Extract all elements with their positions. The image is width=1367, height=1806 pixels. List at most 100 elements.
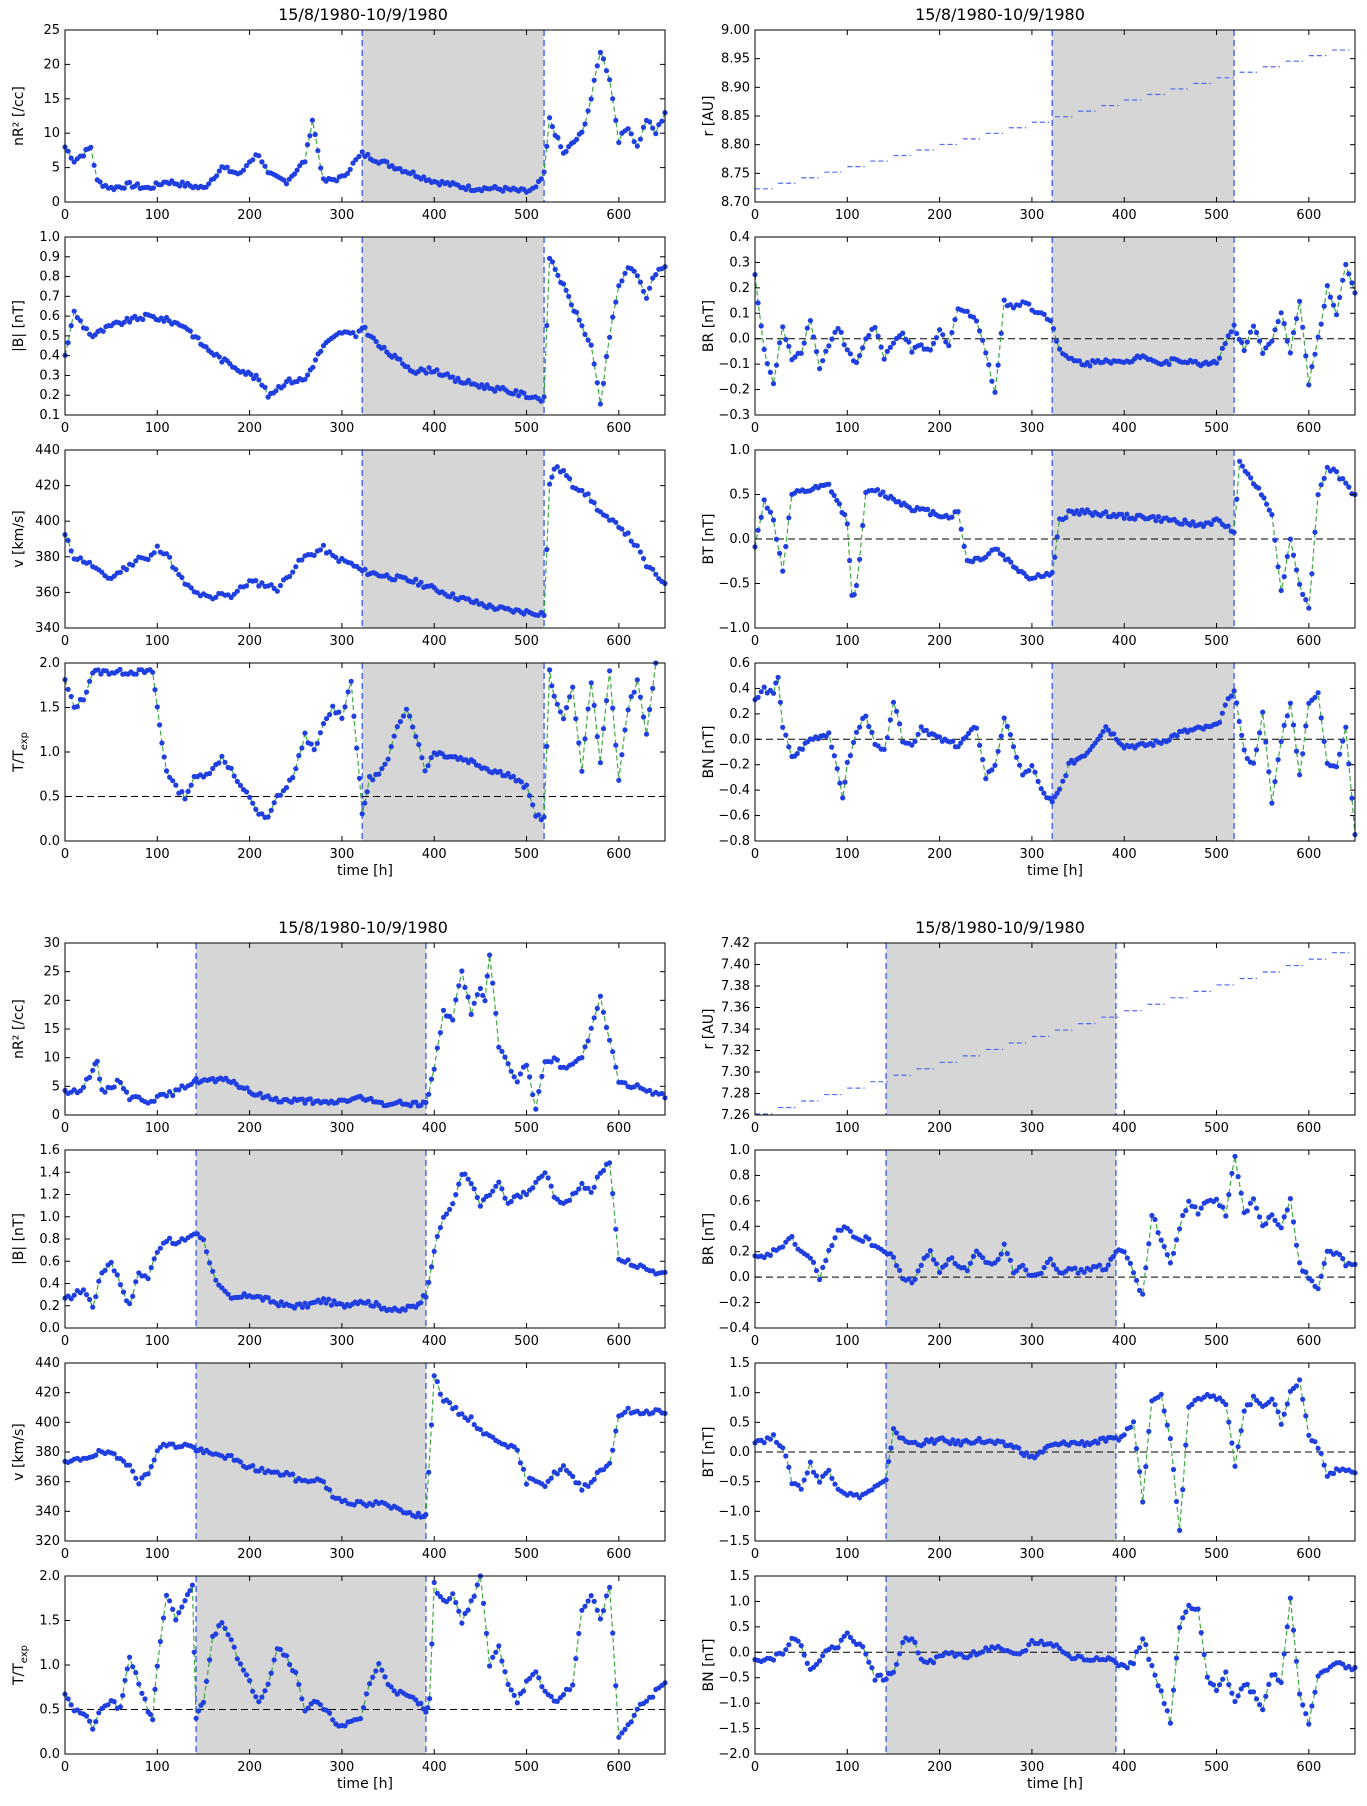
data-point (591, 361, 597, 367)
data-point (826, 481, 832, 487)
data-point (97, 179, 103, 185)
y-tick-label: 10 (43, 126, 60, 141)
data-point (940, 332, 946, 338)
data-point (582, 1044, 588, 1050)
data-point (1250, 760, 1257, 766)
data-point (817, 1276, 823, 1283)
y-tick-label: 1.0 (39, 1210, 60, 1225)
data-point (1047, 318, 1053, 324)
data-point (653, 131, 659, 137)
data-point (637, 279, 644, 285)
y-tick-label: 20 (43, 993, 60, 1008)
data-point (468, 1414, 474, 1420)
panel-t_BR: −0.3−0.2−0.10.00.10.20.30.40 100 200 300 400… (701, 230, 1358, 436)
data-point (419, 755, 425, 761)
data-point (547, 255, 553, 261)
data-point (312, 131, 318, 138)
data-point (1293, 1383, 1300, 1389)
data-point (120, 1692, 126, 1699)
y-tick-label: 15 (43, 92, 60, 107)
data-point (268, 807, 274, 813)
data-point (783, 1453, 789, 1459)
data-point (1297, 1260, 1303, 1266)
data-point (857, 556, 863, 562)
y-tick-label: 1.6 (39, 1143, 60, 1158)
data-point (213, 1631, 219, 1637)
axes-frame (754, 1149, 1356, 1329)
shaded-interval (196, 943, 426, 1115)
data-point (817, 366, 823, 372)
data-point (426, 1469, 432, 1475)
data-point (216, 168, 222, 174)
data-point (834, 766, 840, 772)
data-point (151, 1256, 157, 1262)
data-point (1297, 1377, 1303, 1383)
data-point (838, 1227, 844, 1233)
data-point (613, 1428, 619, 1434)
data-point (983, 554, 989, 560)
data-point (1013, 1268, 1020, 1274)
x-tick-label: 200 (237, 634, 262, 649)
data-point (780, 1651, 786, 1657)
y-tick-label: 0.9 (39, 250, 60, 265)
y-tick-label: 0.5 (729, 488, 750, 503)
data-point (225, 1291, 231, 1297)
data-point (1173, 1498, 1180, 1505)
data-point (1312, 529, 1318, 535)
shaded-interval (886, 943, 1116, 1115)
data-point (869, 1665, 875, 1671)
y-tick-label: 0.0 (39, 834, 60, 849)
data-point (764, 361, 770, 367)
data-point (1234, 331, 1240, 337)
data-point (203, 1678, 210, 1684)
x-tick-label: 200 (237, 208, 262, 223)
data-point (80, 697, 87, 703)
y-tick-label: 0.7 (39, 289, 60, 304)
data-point (1315, 1286, 1321, 1292)
data-point (1023, 1647, 1029, 1654)
data-point (1223, 1401, 1229, 1408)
data-point (184, 1592, 191, 1598)
x-tick-label: 100 (835, 421, 860, 436)
x-tick-label: 300 (330, 1121, 355, 1136)
data-point (1287, 1595, 1293, 1601)
data-point (1158, 1688, 1164, 1694)
y-tick-label: 340 (35, 621, 60, 636)
data-point (163, 1093, 170, 1099)
data-point (429, 1641, 435, 1647)
data-point (465, 1176, 471, 1182)
data-point (362, 324, 368, 330)
x-tick-label: 300 (330, 421, 355, 436)
data-point (490, 1434, 496, 1440)
y-tick-label: 0.6 (39, 309, 60, 324)
data-point (607, 1037, 613, 1043)
data-point (1150, 513, 1156, 520)
y-axis-label: BN [nT] (701, 1639, 717, 1692)
data-point (1164, 1252, 1170, 1258)
data-point (268, 582, 274, 588)
data-point (650, 1410, 656, 1416)
data-point (1297, 772, 1303, 778)
data-point (1264, 501, 1270, 507)
data-point (585, 1483, 591, 1489)
data-point (117, 1079, 123, 1086)
data-point (539, 1684, 545, 1690)
data-point (182, 1598, 188, 1604)
x-tick-label: 400 (422, 847, 447, 862)
data-point (1275, 319, 1281, 325)
data-point (986, 1647, 992, 1654)
data-point (423, 370, 429, 376)
x-tick-label: 0 (751, 847, 759, 862)
x-tick-label: 300 (1020, 847, 1045, 862)
data-point (631, 1712, 637, 1718)
x-tick-label: 500 (514, 208, 539, 223)
data-point (1337, 294, 1343, 301)
data-point (499, 1658, 505, 1664)
x-tick-label: 400 (1112, 1760, 1137, 1775)
data-point (554, 1057, 560, 1063)
data-point (304, 142, 311, 148)
data-point (1050, 326, 1057, 332)
data-point (511, 1444, 517, 1450)
data-point (961, 543, 967, 550)
data-point (786, 1642, 792, 1648)
